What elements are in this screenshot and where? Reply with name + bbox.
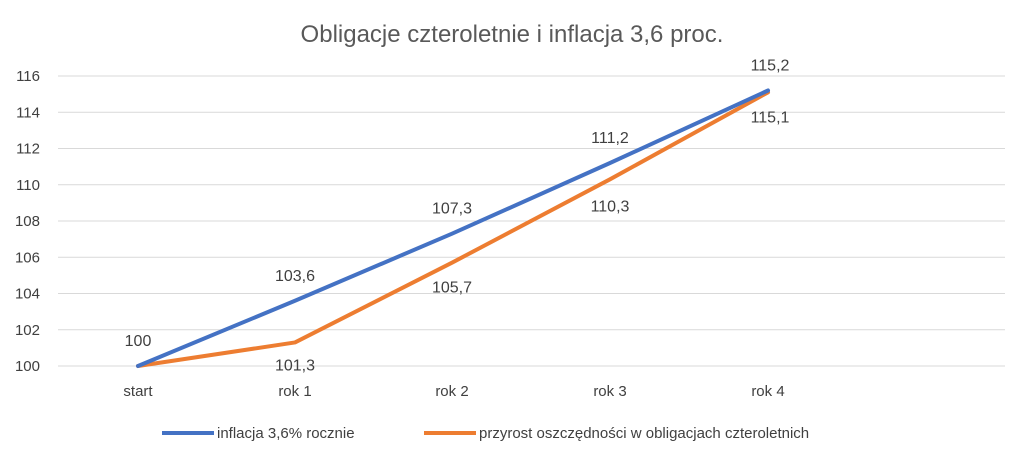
- x-tick-label: rok 1: [278, 383, 311, 400]
- data-labels: 100 103,6 107,3 111,2 115,2 101,3 105,7 110,3 11…: [125, 58, 790, 375]
- data-label: 110,3: [591, 198, 630, 215]
- y-tick-label: 116: [16, 68, 40, 85]
- x-axis-ticks: start rok 1 rok 2 rok 3 rok 4: [123, 383, 784, 400]
- y-tick-label: 102: [15, 322, 40, 339]
- y-tick-label: 108: [15, 213, 40, 230]
- y-tick-label: 106: [15, 249, 40, 266]
- data-label: 107,3: [432, 201, 472, 218]
- legend-label: inflacja 3,6% rocznie: [217, 425, 355, 442]
- y-axis-ticks: 100 102 104 106 108 110 112 114 116: [15, 68, 40, 375]
- y-tick-label: 114: [16, 104, 40, 121]
- data-label: 101,3: [275, 357, 315, 374]
- series-line-1: [136, 90, 770, 368]
- data-label: 115,2: [751, 58, 790, 75]
- data-label: 103,6: [275, 268, 315, 285]
- data-label: 100: [125, 333, 152, 350]
- x-tick-label: rok 4: [751, 383, 784, 400]
- y-tick-label: 100: [15, 358, 40, 375]
- series-line-0: [136, 88, 770, 368]
- x-tick-label: rok 2: [435, 383, 468, 400]
- legend: inflacja 3,6% rocznie przyrost oszczędnoś…: [162, 425, 809, 442]
- data-label: 111,2: [591, 130, 629, 147]
- y-tick-label: 104: [15, 286, 40, 303]
- y-tick-label: 110: [16, 177, 40, 194]
- chart-title: Obligacje czteroletnie i inflacja 3,6 pr…: [301, 21, 724, 48]
- y-tick-label: 112: [16, 141, 40, 158]
- legend-label: przyrost oszczędności w obligacjach czte…: [479, 425, 809, 442]
- data-label: 115,1: [751, 109, 790, 126]
- series: [136, 88, 770, 368]
- data-label: 105,7: [432, 280, 472, 297]
- x-tick-label: start: [123, 383, 153, 400]
- x-tick-label: rok 3: [593, 383, 626, 400]
